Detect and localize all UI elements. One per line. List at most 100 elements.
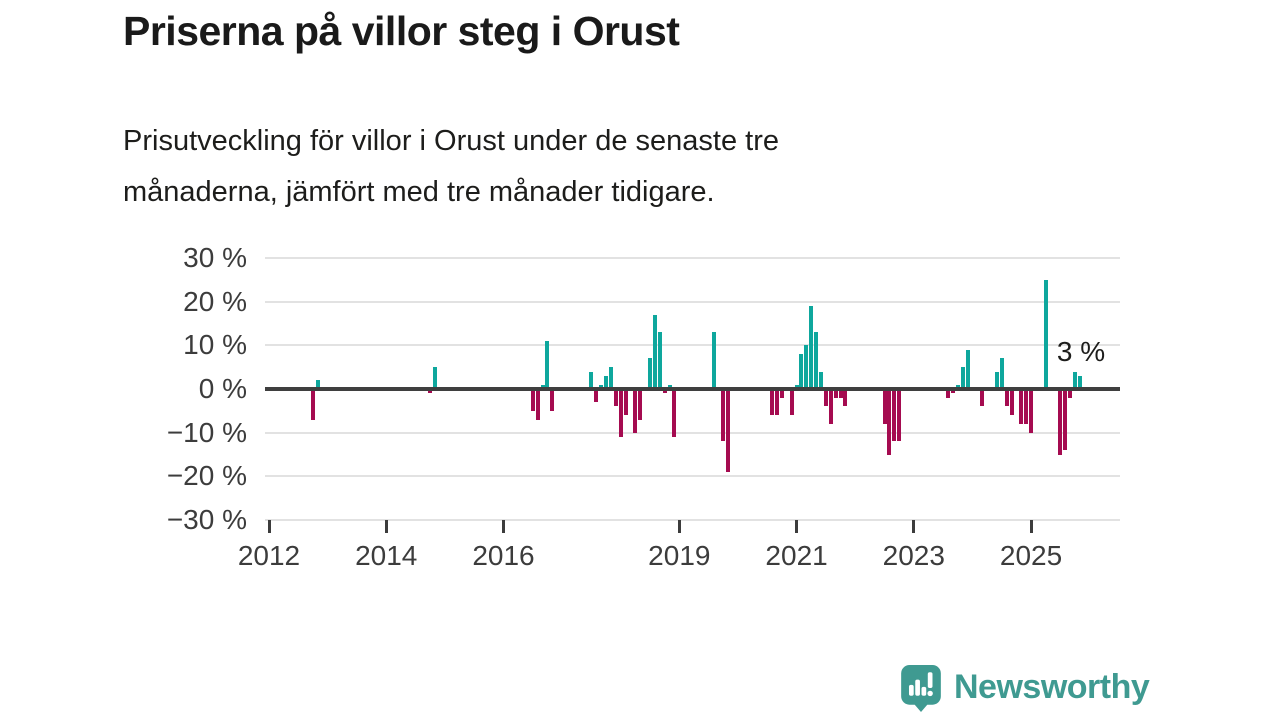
bar-2017-09: [599, 384, 604, 389]
bar-2021-07: [823, 389, 828, 407]
zero-axis-line: [265, 387, 1120, 391]
gridline--10: [265, 431, 1120, 434]
bar-2022-09: [892, 389, 897, 442]
x-axis-tick-2021: [795, 520, 799, 533]
bar-2019-11: [726, 389, 731, 472]
bar-2021-10: [838, 389, 843, 398]
bar-2025-04: [1043, 279, 1048, 389]
bar-2023-09: [950, 389, 955, 394]
x-axis-tick-2025: [1029, 520, 1033, 533]
y-axis-label: 0 %: [198, 373, 247, 404]
bar-2025-01: [1029, 389, 1034, 433]
newsworthy-logo: Newsworthy: [901, 665, 1150, 712]
bar-2023-08: [946, 389, 950, 398]
bar-2018-10: [662, 389, 667, 394]
x-axis-tick-2023: [912, 520, 916, 533]
bar-2022-07: [882, 389, 887, 424]
bar-2018-01: [618, 389, 623, 438]
bar-2018-08: [652, 314, 657, 389]
bar-2018-07: [648, 358, 653, 389]
x-axis-label-2023: 2023: [882, 540, 945, 571]
bar-2025-07: [1058, 389, 1063, 455]
subtitle-line-1: Prisutveckling för villor i Orust under …: [123, 125, 779, 157]
bar-2016-09: [540, 384, 545, 389]
gridline-20: [265, 300, 1120, 303]
latest-value-label: 3 %: [1056, 336, 1106, 367]
bar-2019-08: [711, 332, 716, 389]
bar-2021-11: [843, 389, 848, 407]
bar-2017-07: [589, 371, 594, 389]
x-axis-label-2025: 2025: [999, 540, 1063, 571]
chart-subtitle: Prisutveckling för villor i Orust under …: [123, 116, 779, 218]
bar-2016-08: [535, 389, 540, 420]
bar-2024-07: [999, 358, 1004, 389]
bar-2018-05: [638, 389, 643, 420]
y-axis-label: 20 %: [183, 285, 247, 317]
bar-2024-08: [1004, 389, 1009, 407]
bar-2021-09: [833, 389, 838, 398]
bar-2025-10: [1073, 371, 1078, 389]
bar-2016-10: [545, 340, 550, 389]
x-axis-tick-2014: [384, 520, 388, 533]
bar-2020-09: [775, 389, 780, 416]
bar-2021-02: [799, 354, 804, 389]
y-axis-label: −20 %: [166, 460, 247, 492]
bar-2018-02: [623, 389, 628, 416]
bar-2020-12: [789, 389, 794, 416]
gridline-30: [265, 256, 1120, 259]
bar-2021-04: [809, 306, 814, 389]
bar-2021-03: [804, 345, 809, 389]
bar-2017-08: [594, 389, 599, 403]
bar-2023-11: [960, 367, 965, 389]
x-axis-tick-2012: [267, 520, 271, 533]
x-axis-label-2012: 2012: [237, 540, 301, 571]
bar-2017-12: [613, 389, 618, 407]
bar-2024-12: [1024, 389, 1029, 424]
bar-2012-10: [310, 389, 315, 420]
gridline-10: [265, 344, 1120, 347]
price-change-bar-chart: 30 % 20 % 10 % 0 % −10 % −20 % −30 % 2012 2014 20…: [166, 241, 1120, 571]
bar-2025-09: [1068, 389, 1073, 398]
bar-2023-10: [955, 384, 960, 389]
x-axis-label-2016: 2016: [472, 540, 535, 571]
x-axis-tick-2016: [501, 520, 505, 533]
bar-2024-03: [980, 389, 985, 407]
bar-2021-06: [819, 371, 823, 389]
bar-2018-12: [672, 389, 677, 438]
bar-2024-09: [1009, 389, 1014, 416]
bar-2021-08: [828, 389, 833, 424]
bar-2017-10: [604, 375, 609, 389]
bar-2020-10: [779, 389, 784, 398]
y-axis-label: −30 %: [166, 504, 247, 536]
bar-2020-08: [770, 389, 775, 416]
y-axis-label: 10 %: [183, 329, 247, 361]
bar-2018-04: [633, 389, 638, 433]
bar-2024-11: [1019, 389, 1024, 424]
bar-2022-10: [897, 389, 902, 442]
y-axis-label: 30 %: [183, 241, 247, 273]
bar-2014-10: [428, 389, 433, 394]
bar-2014-11: [433, 367, 438, 389]
gridline--30: [265, 519, 1120, 522]
y-axis-label: −10 %: [166, 416, 247, 448]
bar-2018-11: [667, 384, 672, 389]
bar-2018-09: [657, 332, 662, 389]
newsworthy-logo-icon: [901, 665, 941, 712]
subtitle-line-2: månaderna, jämfört med tre månader tidig…: [123, 176, 715, 208]
bar-2016-07: [530, 389, 535, 411]
x-axis-tick-2019: [677, 520, 681, 533]
x-axis-label-2014: 2014: [355, 540, 418, 571]
bar-2021-01: [794, 384, 799, 389]
bar-2021-05: [814, 332, 819, 389]
bar-2016-11: [550, 389, 555, 411]
gridline--20: [265, 475, 1120, 478]
bar-2019-10: [721, 389, 726, 442]
bar-2023-12: [965, 349, 970, 389]
bar-2024-06: [994, 371, 999, 389]
bar-2012-11: [315, 380, 320, 389]
x-axis-label-2021: 2021: [765, 540, 828, 571]
page-title: Priserna på villor steg i Orust: [123, 8, 680, 54]
newsworthy-logo-text: Newsworthy: [954, 668, 1150, 706]
bar-2022-08: [887, 389, 892, 455]
bar-2017-11: [608, 367, 613, 389]
